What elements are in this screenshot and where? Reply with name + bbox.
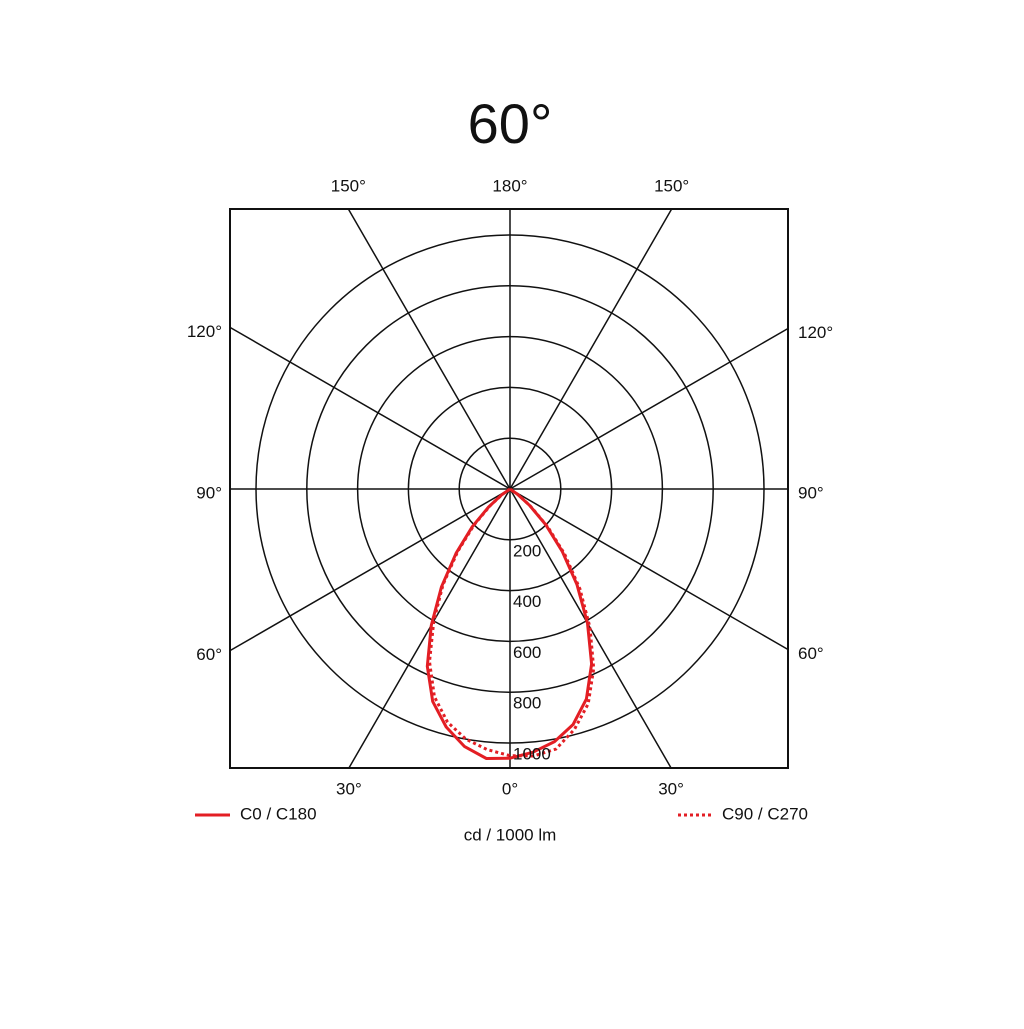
r-tick-label: 200	[513, 541, 541, 560]
r-tick-label: 400	[513, 592, 541, 611]
grid-spoke	[348, 488, 511, 769]
theta-tick-label: 0°	[502, 779, 518, 798]
legend-label: C90 / C270	[722, 804, 808, 823]
chart-title: 60°	[468, 92, 553, 155]
theta-tick-label: 120°	[798, 323, 833, 342]
theta-tick-label: 150°	[654, 176, 689, 195]
grid-spoke	[509, 327, 789, 490]
theta-tick-label: 90°	[798, 483, 824, 502]
r-tick-label: 600	[513, 643, 541, 662]
theta-tick-label: 30°	[336, 779, 362, 798]
r-tick-label: 1000	[513, 744, 551, 763]
theta-tick-label: 30°	[658, 779, 684, 798]
grid-spoke	[347, 208, 511, 490]
theta-tick-label: 90°	[196, 483, 222, 502]
axis-label: cd / 1000 lm	[464, 825, 557, 844]
r-tick-label: 800	[513, 694, 541, 713]
theta-tick-label: 60°	[798, 644, 824, 663]
theta-tick-label: 180°	[492, 176, 527, 195]
theta-tick-label: 120°	[187, 322, 222, 341]
series-line	[428, 487, 596, 758]
grid-spoke	[229, 326, 511, 490]
theta-tick-label: 60°	[196, 645, 222, 664]
legend-label: C0 / C180	[240, 804, 317, 823]
grid-spoke	[509, 488, 789, 651]
grid-spoke	[509, 208, 673, 490]
grid-spoke	[229, 488, 511, 652]
theta-tick-label: 150°	[331, 176, 366, 195]
